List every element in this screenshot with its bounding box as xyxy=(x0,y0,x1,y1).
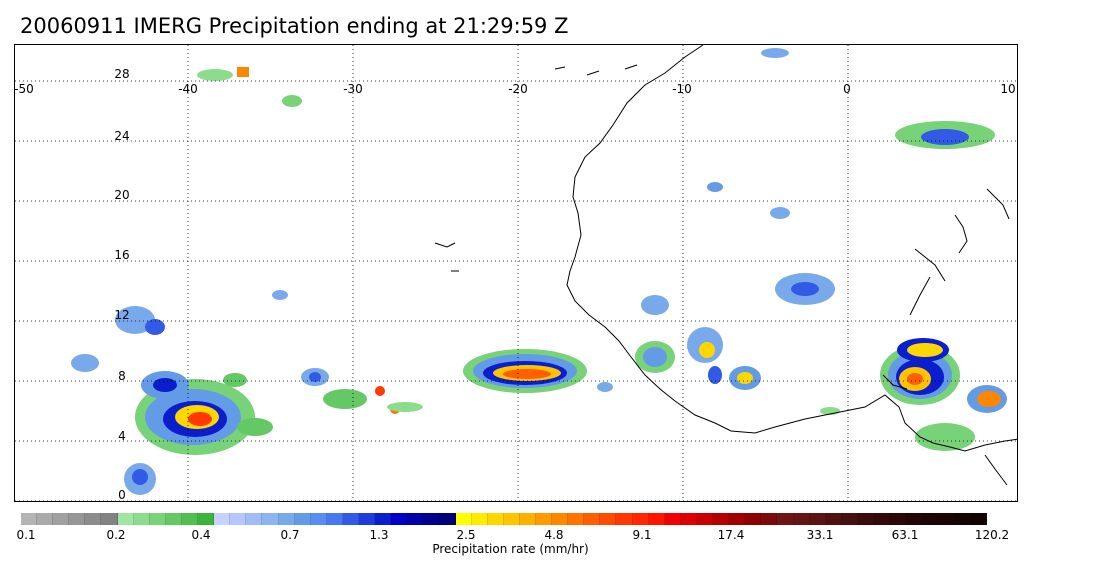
colorbar-tick: 4.8 xyxy=(544,528,564,542)
colorbar-cell xyxy=(21,513,38,525)
colorbar-cell xyxy=(310,513,327,525)
colorbar-cell xyxy=(777,513,794,525)
precipitation-map xyxy=(14,44,1018,502)
colorbar-cell xyxy=(165,513,182,525)
colorbar-cell xyxy=(455,513,472,525)
colorbar-tick: 1.3 xyxy=(369,528,389,542)
colorbar-cell xyxy=(439,513,456,525)
colorbar-cell xyxy=(729,513,746,525)
lat-lon-grid xyxy=(15,45,1017,501)
colorbar-cell xyxy=(809,513,826,525)
latitude-label-20: 20 xyxy=(114,188,130,202)
colorbar-tick: 63.1 xyxy=(891,528,919,542)
colorbar-cell xyxy=(890,513,907,525)
colorbar-cell xyxy=(326,513,343,525)
colorbar-cell xyxy=(37,513,54,525)
colorbar-cell xyxy=(536,513,553,525)
colorbar-cell xyxy=(149,513,166,525)
colorbar-cell xyxy=(342,513,359,525)
colorbar-cell xyxy=(745,513,762,525)
colorbar-cell xyxy=(906,513,923,525)
latitude-label-8: 8 xyxy=(118,369,126,383)
longitude-label-zero: 0 xyxy=(843,82,851,96)
colorbar-cell xyxy=(423,513,440,525)
colorbar-cell xyxy=(938,513,955,525)
colorbar-cell xyxy=(358,513,376,525)
longitude-label-west50: -50 xyxy=(14,82,34,96)
colorbar-tick: 17.4 xyxy=(717,528,745,542)
colorbar-cell xyxy=(53,513,70,525)
colorbar-tick: 120.2 xyxy=(974,528,1010,542)
colorbar xyxy=(21,513,987,525)
coastline xyxy=(434,45,1017,486)
colorbar-tick: 0.2 xyxy=(106,528,126,542)
colorbar-cell xyxy=(487,513,504,525)
colorbar-cell xyxy=(198,513,215,525)
colorbar-tick: 0.1 xyxy=(16,528,36,542)
colorbar-cell xyxy=(262,513,279,525)
latitude-label-12: 12 xyxy=(114,308,130,322)
colorbar-cell xyxy=(375,513,392,525)
colorbar-cell xyxy=(632,513,649,525)
colorbar-cell xyxy=(857,513,874,525)
longitude-label-west20: -20 xyxy=(508,82,528,96)
colorbar-cell xyxy=(69,513,86,525)
colorbar-cell xyxy=(278,513,295,525)
colorbar-cell xyxy=(471,513,488,525)
colorbar-cell xyxy=(793,513,810,525)
colorbar-title: Precipitation rate (mm/hr) xyxy=(0,542,1101,556)
map-title: 20060911 IMERG Precipitation ending at 2… xyxy=(20,14,569,38)
colorbar-cell xyxy=(294,513,311,525)
colorbar-cell xyxy=(519,513,536,525)
longitude-label-west30: -30 xyxy=(343,82,363,96)
colorbar-cell xyxy=(584,513,601,525)
colorbar-cell xyxy=(954,513,971,525)
colorbar-cell xyxy=(648,513,665,525)
colorbar-cell xyxy=(407,513,424,525)
colorbar-cell xyxy=(616,513,633,525)
latitude-label-24: 24 xyxy=(114,129,130,143)
colorbar-cell xyxy=(552,513,569,525)
colorbar-cell xyxy=(841,513,858,525)
colorbar-cell xyxy=(825,513,842,525)
colorbar-cell xyxy=(503,513,520,525)
colorbar-cell xyxy=(696,513,714,525)
colorbar-tick: 0.4 xyxy=(191,528,211,542)
colorbar-cell xyxy=(246,513,263,525)
colorbar-cell xyxy=(970,513,987,525)
latitude-label-0: 0 xyxy=(118,488,126,502)
latitude-label-16: 16 xyxy=(114,248,130,262)
colorbar-cell xyxy=(713,513,730,525)
longitude-label-west40: -40 xyxy=(178,82,198,96)
colorbar-cell xyxy=(101,513,118,525)
longitude-label-east10: 10 xyxy=(1000,82,1016,96)
colorbar-cell xyxy=(873,513,891,525)
colorbar-cell xyxy=(133,513,150,525)
colorbar-cell xyxy=(664,513,681,525)
colorbar-cell xyxy=(391,513,408,525)
latitude-label-4: 4 xyxy=(118,429,126,443)
colorbar-cell xyxy=(761,513,778,525)
colorbar-tick: 2.5 xyxy=(456,528,476,542)
colorbar-tick: 33.1 xyxy=(806,528,834,542)
precipitation-field xyxy=(71,48,1007,495)
colorbar-cell xyxy=(680,513,697,525)
colorbar-cell xyxy=(214,513,231,525)
colorbar-cell xyxy=(922,513,939,525)
colorbar-cell xyxy=(600,513,617,525)
longitude-label-west10: -10 xyxy=(672,82,692,96)
colorbar-cell xyxy=(568,513,585,525)
colorbar-cell xyxy=(117,513,134,525)
latitude-label-28: 28 xyxy=(114,67,130,81)
colorbar-title-text: Precipitation rate (mm/hr) xyxy=(432,542,589,556)
colorbar-cell xyxy=(230,513,247,525)
colorbar-cell xyxy=(181,513,199,525)
map-canvas xyxy=(15,45,1017,501)
colorbar-cell xyxy=(85,513,102,525)
colorbar-tick: 9.1 xyxy=(632,528,652,542)
colorbar-tick: 0.7 xyxy=(280,528,300,542)
